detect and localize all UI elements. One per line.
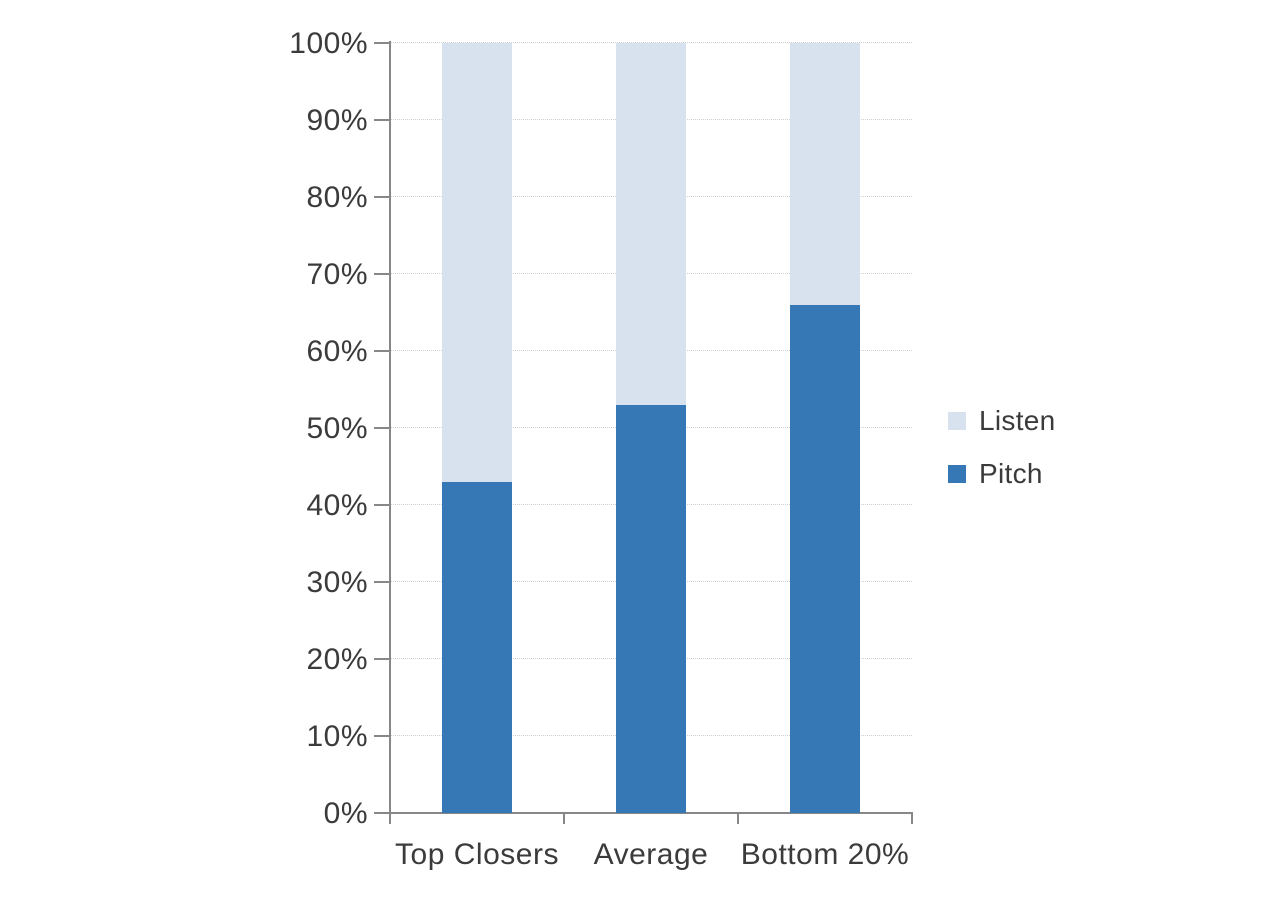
x-category-label-1: Top Closers xyxy=(395,838,559,871)
bar-2-segment-pitch xyxy=(616,405,686,813)
y-tick-label-20: 20% xyxy=(306,643,368,676)
y-tick-label-40: 40% xyxy=(306,489,368,522)
y-axis-tick-30 xyxy=(374,581,390,583)
y-axis-tick-100 xyxy=(374,42,390,44)
y-axis-tick-40 xyxy=(374,504,390,506)
y-tick-label-90: 90% xyxy=(306,104,368,137)
y-axis-tick-0 xyxy=(374,812,390,814)
y-axis-tick-20 xyxy=(374,658,390,660)
y-axis-tick-80 xyxy=(374,196,390,198)
y-tick-label-80: 80% xyxy=(306,181,368,214)
legend-swatch-pitch xyxy=(948,465,966,483)
bar-3-segment-pitch xyxy=(790,305,860,813)
y-tick-label-0: 0% xyxy=(323,797,368,830)
y-tick-label-50: 50% xyxy=(306,412,368,445)
bar-1-segment-pitch xyxy=(442,482,512,813)
y-axis-tick-10 xyxy=(374,735,390,737)
x-axis-tick-1 xyxy=(563,813,565,824)
y-tick-label-10: 10% xyxy=(306,720,368,753)
bar-1-segment-listen xyxy=(442,43,512,482)
x-axis-tick-3 xyxy=(911,813,913,824)
y-tick-label-100: 100% xyxy=(289,27,368,60)
y-axis-tick-50 xyxy=(374,427,390,429)
x-category-label-3: Bottom 20% xyxy=(740,838,910,871)
legend-entry-pitch: Pitch xyxy=(948,460,1056,488)
bar-3-segment-listen xyxy=(790,43,860,305)
y-axis-tick-90 xyxy=(374,119,390,121)
y-tick-label-70: 70% xyxy=(306,258,368,291)
y-tick-label-60: 60% xyxy=(306,335,368,368)
x-axis-tick-2 xyxy=(737,813,739,824)
y-axis-tick-70 xyxy=(374,273,390,275)
chart-legend: Listen Pitch xyxy=(948,407,1056,488)
legend-label-listen: Listen xyxy=(979,405,1056,436)
bar-2-segment-listen xyxy=(616,43,686,405)
x-category-label-2: Average xyxy=(593,838,709,871)
y-tick-label-30: 30% xyxy=(306,566,368,599)
legend-swatch-listen xyxy=(948,412,966,430)
legend-entry-listen: Listen xyxy=(948,407,1056,435)
y-axis-line xyxy=(389,41,391,824)
x-axis-line xyxy=(389,812,913,814)
y-axis-tick-60 xyxy=(374,350,390,352)
legend-label-pitch: Pitch xyxy=(979,458,1043,489)
gridline-100 xyxy=(390,42,912,43)
